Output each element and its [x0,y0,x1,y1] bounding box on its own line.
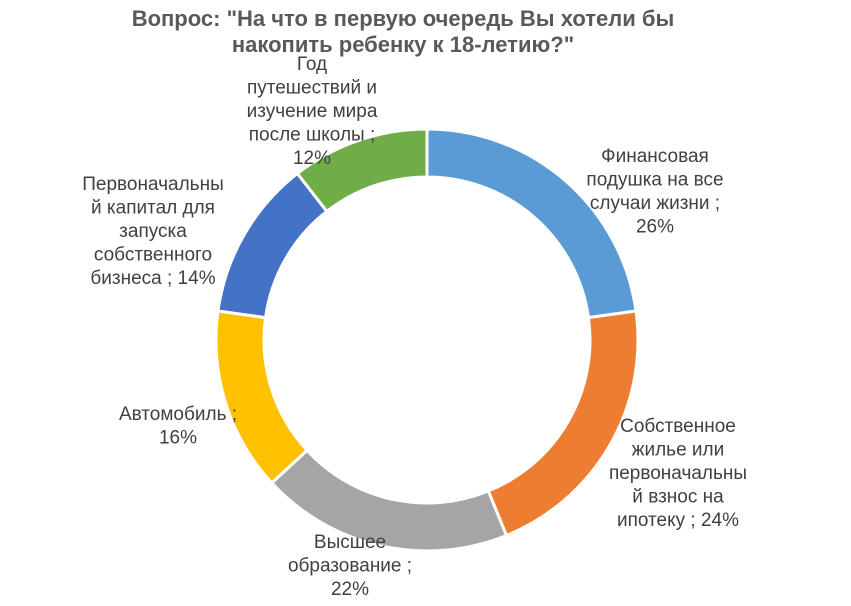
slice-labels: Финансовая подушка на все случаи жизни ; 26… [82,54,747,600]
slice-label-2-line-5: ипотеку ; 24% [617,510,739,531]
slice-label-4-line-2: 16% [159,428,197,449]
slice-label-6-line-1: Год [297,54,327,75]
slice-label-5-line-1: Первоначальны [82,174,223,195]
slice-label-3-line-1: Высшее [314,532,386,553]
slice-label-6: Год путешествий и изучение мира после школы… [247,54,378,169]
slice-label-6-line-5: 12% [293,148,331,169]
slice-label-2-line-1: Собственное [620,416,736,437]
donut-slice-4 [214,309,310,486]
donut-slice-5 [216,171,329,320]
slice-label-5-line-3: запуска [119,221,187,242]
slice-label-2-line-3: первоначальны [609,463,747,484]
donut-slice-6 [295,127,429,214]
slice-label-4-line-1: Автомобиль ; [119,404,237,425]
slice-label-1-line-3: случаи жизни ; [590,193,720,214]
slice-label-5-line-2: й капитал для [91,198,215,219]
chart-title: Вопрос: "На что в первую очередь Вы хоте… [132,6,675,57]
slice-label-5-line-5: бизнеса ; 14% [90,268,215,289]
slice-label-6-line-4: после школы ; [249,125,376,146]
donut-slice-3 [269,448,509,553]
slice-label-1-line-1: Финансовая [601,146,709,167]
chart-title-line-2: накопить ребенку к 18-летию?" [232,32,574,57]
slice-label-2-line-2: жилье или [632,440,724,461]
slice-label-1: Финансовая подушка на все случаи жизни ; 26… [586,146,723,238]
slice-label-6-line-3: изучение мира [247,101,378,122]
slice-label-4: Автомобиль ; 16% [119,404,237,449]
slice-label-3-line-3: 22% [331,579,369,600]
slice-label-2: Собственное жилье или первоначальны й взнос… [609,416,747,531]
donut-slices [214,127,640,553]
slice-label-2-line-4: й взнос на [632,487,724,508]
slice-label-5: Первоначальны й капитал для запуска собстве… [82,174,223,289]
slice-label-5-line-4: собственного [94,245,212,266]
slice-label-6-line-2: путешествий и [247,78,377,99]
chart-title-line-1: Вопрос: "На что в первую очередь Вы хоте… [132,6,675,31]
slice-label-3: Высшее образование ; 22% [288,532,412,600]
slice-label-1-line-4: 26% [636,217,674,238]
donut-slice-2 [486,309,640,538]
slice-label-1-line-2: подушка на все [586,170,723,191]
slice-label-3-line-2: образование ; [288,556,412,577]
